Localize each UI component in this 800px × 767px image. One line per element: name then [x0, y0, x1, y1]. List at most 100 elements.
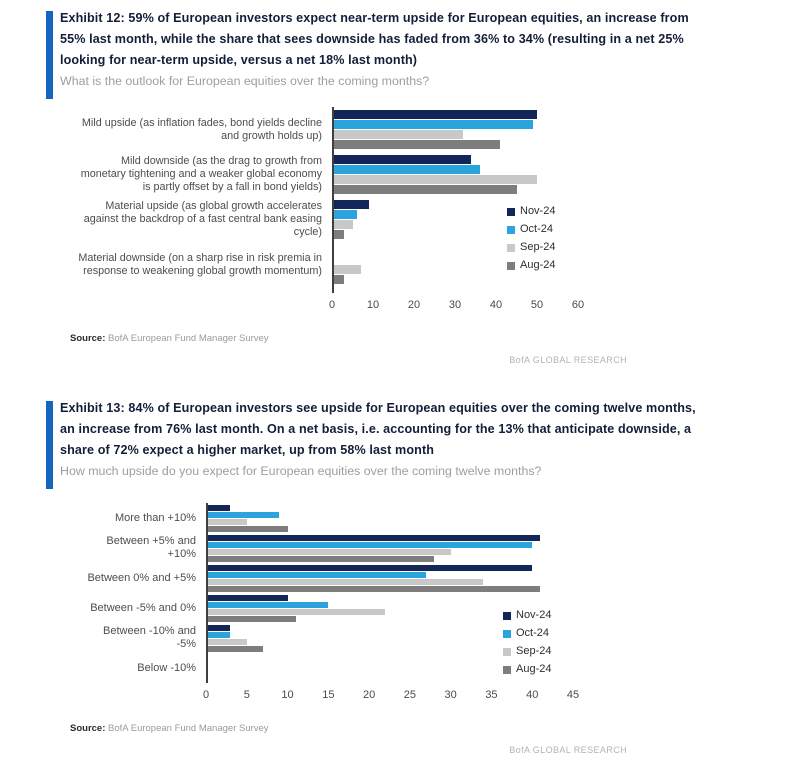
bar-sep-24 — [206, 608, 386, 615]
source-label: Source: — [70, 723, 106, 734]
source-text: BofA European Fund Manager Survey — [108, 333, 269, 344]
bar-group: Between -5% and 0% — [81, 593, 586, 623]
x-tick-label: 10 — [281, 689, 294, 701]
exhibit-13-header: Exhibit 13: 84% of European investors se… — [46, 398, 712, 489]
source-label: Source: — [70, 333, 106, 344]
category-label: Between 0% and +5% — [87, 571, 196, 584]
legend-item: Nov-24 — [503, 609, 551, 622]
bar-group: More than +10% — [81, 503, 586, 533]
bar-sep-24 — [332, 130, 464, 139]
exhibit-12-chart: Mild upside (as inflation fades, bond yi… — [78, 107, 588, 317]
bar-sep-24 — [206, 518, 247, 525]
exhibit-12-title: Exhibit 12: 59% of European investors ex… — [60, 11, 689, 67]
legend-swatch — [503, 629, 511, 638]
accent-bar — [46, 11, 53, 99]
bar-oct-24 — [206, 601, 329, 608]
legend-swatch — [507, 207, 515, 216]
accent-bar — [46, 401, 53, 489]
x-tick-label: 25 — [403, 689, 416, 701]
bar-nov-24 — [206, 594, 288, 601]
bar-rows: More than +10% Between +5% and +10% Betwee… — [81, 503, 586, 683]
x-tick-label: 20 — [362, 689, 376, 701]
source-line: Source: BofA European Fund Manager Surve… — [70, 723, 269, 734]
bar-cluster — [206, 533, 573, 563]
legend-label: Aug-24 — [516, 663, 552, 675]
x-tick-label: 60 — [571, 299, 585, 311]
chart-legend: Nov-24 Oct-24 Sep-24 Aug-24 — [507, 205, 555, 272]
exhibit-12-header: Exhibit 12: 59% of European investors ex… — [46, 8, 712, 99]
bar-sep-24 — [332, 220, 353, 229]
exhibit-13-title: Exhibit 13: 84% of European investors se… — [60, 401, 696, 457]
legend-item: Sep-24 — [503, 645, 551, 658]
bar-oct-24 — [332, 210, 357, 219]
bar-nov-24 — [332, 200, 369, 209]
x-axis-ticks: 0 10 20 30 40 50 60 — [328, 299, 584, 313]
bar-cluster — [332, 197, 578, 242]
legend-label: Sep-24 — [520, 241, 556, 253]
category-label: Between -10% and -5% — [103, 625, 196, 650]
bar-oct-24 — [206, 541, 533, 548]
legend-swatch — [503, 647, 511, 656]
legend-swatch — [507, 225, 515, 234]
bar-cluster — [206, 563, 573, 593]
category-label: Between +5% and +10% — [106, 535, 196, 560]
bar-group: Between 0% and +5% — [81, 563, 586, 593]
bar-sep-24 — [206, 548, 451, 555]
bar-nov-24 — [206, 534, 541, 541]
bar-cluster — [332, 107, 578, 152]
bar-oct-24 — [206, 511, 280, 518]
exhibit-12-question: What is the outlook for European equitie… — [60, 74, 430, 88]
bar-aug-24 — [206, 585, 541, 592]
bar-sep-24 — [206, 638, 247, 645]
x-tick-label: 50 — [530, 299, 544, 311]
legend-swatch — [503, 665, 511, 674]
bar-aug-24 — [206, 645, 264, 652]
bar-cluster — [332, 152, 578, 197]
bar-group: Mild upside (as inflation fades, bond yi… — [78, 107, 588, 152]
x-tick-label: 45 — [566, 689, 580, 701]
x-tick-label: 15 — [322, 689, 335, 701]
x-tick-label: 35 — [485, 689, 498, 701]
bar-cluster — [206, 623, 573, 653]
legend-item: Aug-24 — [507, 259, 555, 272]
bar-group: Below -10% — [81, 653, 586, 683]
bar-group: Between -10% and -5% — [81, 623, 586, 653]
legend-swatch — [503, 611, 511, 620]
legend-label: Oct-24 — [516, 627, 550, 639]
category-label: More than +10% — [114, 511, 196, 524]
category-label: Mild downside (as the drag to growth fro… — [80, 155, 322, 193]
bar-cluster — [332, 242, 578, 287]
y-axis-line — [332, 107, 334, 293]
y-axis-line — [206, 503, 208, 683]
bar-oct-24 — [332, 120, 533, 129]
bar-aug-24 — [332, 140, 501, 149]
x-tick-label: 0 — [202, 689, 210, 701]
bar-nov-24 — [206, 504, 231, 511]
bar-oct-24 — [332, 165, 480, 174]
bar-nov-24 — [332, 110, 537, 119]
legend-item: Nov-24 — [507, 205, 555, 218]
bar-sep-24 — [332, 265, 361, 274]
bar-aug-24 — [206, 555, 435, 562]
legend-item: Sep-24 — [507, 241, 555, 254]
bar-group: Mild downside (as the drag to growth fro… — [78, 152, 588, 197]
category-label: Material downside (on a sharp rise in ri… — [78, 251, 322, 277]
bar-aug-24 — [332, 230, 345, 239]
bar-oct-24 — [206, 631, 231, 638]
bar-rows: Mild upside (as inflation fades, bond yi… — [78, 107, 588, 287]
x-tick-label: 0 — [328, 299, 336, 311]
bar-aug-24 — [332, 275, 345, 284]
bar-sep-24 — [206, 578, 484, 585]
bofa-global-research-label: BofA GLOBAL RESEARCH — [509, 745, 627, 755]
category-label: Material upside (as global growth accele… — [83, 200, 322, 238]
bar-nov-24 — [206, 564, 533, 571]
bar-group: Material downside (on a sharp rise in ri… — [78, 242, 588, 287]
legend-swatch — [507, 243, 515, 252]
bar-cluster — [206, 593, 573, 623]
legend-label: Aug-24 — [520, 259, 556, 271]
legend-item: Oct-24 — [503, 627, 551, 640]
bofa-global-research-label: BofA GLOBAL RESEARCH — [509, 355, 627, 365]
exhibit-13-chart: More than +10% Between +5% and +10% Betwee… — [81, 503, 586, 703]
legend-label: Nov-24 — [520, 205, 556, 217]
chart-legend: Nov-24 Oct-24 Sep-24 Aug-24 — [503, 609, 551, 676]
